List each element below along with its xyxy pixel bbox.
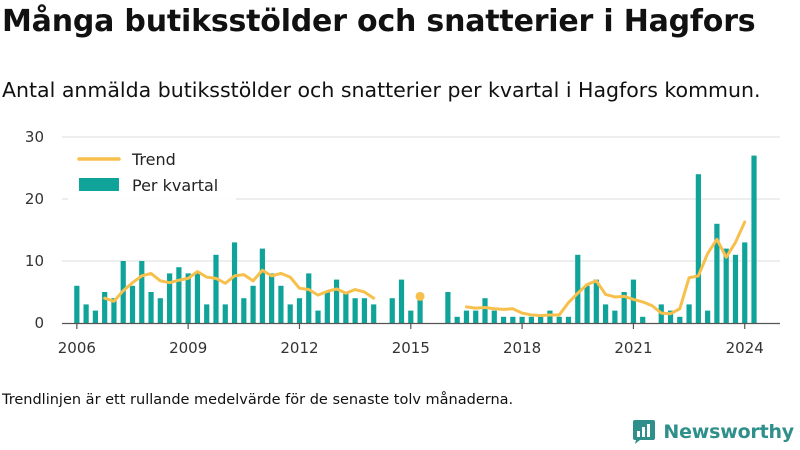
bar <box>751 155 757 323</box>
bar <box>667 310 674 323</box>
bar <box>463 310 470 323</box>
bar <box>259 248 265 323</box>
y-tick-label: 20 <box>25 190 44 208</box>
x-tick-label: 2021 <box>614 339 652 357</box>
bar <box>139 261 145 323</box>
bar <box>361 298 368 323</box>
axis-layer: 0 10 20 30 2006 2009 2012 2015 2018 2021 2024 <box>25 128 780 357</box>
bar <box>306 273 312 323</box>
bar <box>74 285 80 323</box>
bar <box>204 304 210 323</box>
bar <box>695 174 701 323</box>
bar <box>723 248 729 323</box>
x-tick-label: 2018 <box>503 339 541 357</box>
legend-swatch-bar <box>79 178 119 191</box>
bar <box>500 316 507 323</box>
bar <box>250 285 256 323</box>
bar <box>510 316 516 323</box>
bar <box>296 298 303 323</box>
bar <box>482 298 488 323</box>
bar <box>167 273 173 323</box>
bar <box>194 273 201 323</box>
bar <box>102 292 108 323</box>
bar <box>213 254 219 323</box>
bar <box>417 298 423 323</box>
bar <box>454 316 460 323</box>
bar <box>315 310 321 323</box>
bar <box>398 279 405 323</box>
x-tick-label: 2012 <box>280 339 318 357</box>
bar <box>333 279 340 323</box>
legend-label-bar: Per kvartal <box>132 176 218 195</box>
legend-background <box>68 145 236 203</box>
brand[interactable]: Newsworthy <box>631 419 794 445</box>
x-tick-label: 2006 <box>58 339 96 357</box>
brand-name: Newsworthy <box>663 421 794 443</box>
chart: 0 10 20 30 2006 2009 2012 2015 2018 2021 2024 Tren… <box>25 128 780 357</box>
bar <box>742 242 748 323</box>
bar <box>278 285 284 323</box>
bar <box>408 310 414 323</box>
bar <box>491 310 497 323</box>
bar <box>185 273 191 323</box>
bar <box>556 316 562 323</box>
bar <box>621 292 627 323</box>
bar <box>705 310 711 323</box>
bar <box>83 304 89 323</box>
x-tick-label: 2024 <box>726 339 764 357</box>
bar <box>547 310 553 323</box>
bar <box>389 298 395 323</box>
bar <box>269 273 275 323</box>
bar <box>129 285 136 323</box>
newsworthy-logo-icon <box>633 420 656 444</box>
bar <box>528 316 534 323</box>
bars-layer <box>74 155 757 323</box>
bar <box>640 316 646 323</box>
bar <box>343 292 349 323</box>
trend-line <box>464 220 747 318</box>
bar <box>538 316 544 323</box>
bar <box>519 316 525 323</box>
bar <box>732 254 739 323</box>
x-tick-label: 2009 <box>169 339 207 357</box>
bar <box>241 298 247 323</box>
bar <box>473 310 479 323</box>
bar <box>371 304 377 323</box>
chart-subtitle: Antal anmälda butiksstölder och snatteri… <box>2 78 761 102</box>
bar <box>111 298 117 323</box>
bar <box>148 292 154 323</box>
y-tick-label: 30 <box>25 128 44 146</box>
bar <box>324 292 330 323</box>
bar <box>231 242 238 323</box>
trend-point <box>415 291 425 301</box>
bar <box>630 279 637 323</box>
bar <box>565 316 572 323</box>
bar <box>222 304 228 323</box>
chart-title: Många butiksstölder och snatterier i Hag… <box>2 4 756 39</box>
legend-label-trend: Trend <box>131 150 176 169</box>
y-tick-label: 0 <box>34 314 44 332</box>
bar <box>352 298 358 323</box>
x-tick-label: 2015 <box>392 339 430 357</box>
bar <box>603 304 609 323</box>
bar <box>157 298 163 323</box>
bar <box>176 267 182 323</box>
bar <box>287 304 293 323</box>
bar <box>612 310 618 323</box>
legend: Trend Per kvartal <box>68 145 236 203</box>
bar <box>593 279 599 323</box>
bar <box>92 310 98 323</box>
trend-line <box>103 268 376 303</box>
bar <box>686 304 692 323</box>
bar <box>714 223 720 323</box>
bar <box>584 285 590 323</box>
bar <box>677 316 683 323</box>
bar <box>575 254 581 323</box>
y-tick-label: 10 <box>25 252 44 270</box>
trend-layer <box>103 220 747 318</box>
footnote: Trendlinjen är ett rullande medelvärde f… <box>2 392 514 408</box>
bar <box>445 292 451 323</box>
